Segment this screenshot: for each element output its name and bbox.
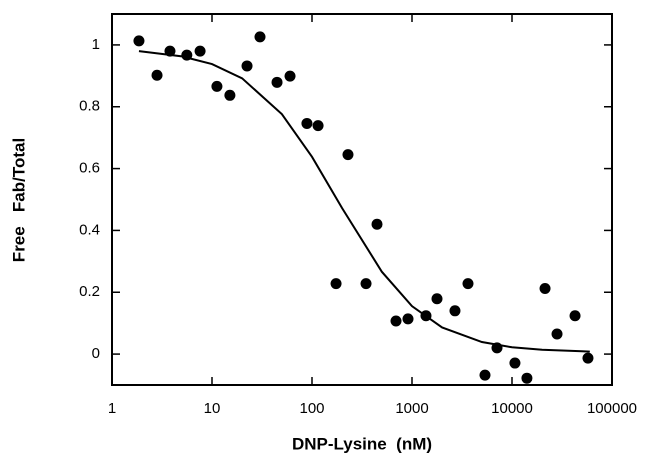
y-tick-label: 0.8 xyxy=(79,98,100,115)
x-tick-label: 10 xyxy=(204,400,221,417)
data-point xyxy=(569,310,581,322)
data-point xyxy=(284,70,296,82)
data-point xyxy=(312,120,324,132)
y-tick-label: 0.4 xyxy=(79,221,100,238)
data-point xyxy=(342,149,354,161)
data-point xyxy=(211,80,223,92)
data-point xyxy=(539,283,551,295)
data-point xyxy=(431,293,443,305)
y-axis-label: Free Fab/Total xyxy=(9,138,28,262)
data-point xyxy=(133,35,145,47)
data-point xyxy=(360,278,372,290)
y-tick-label: 1 xyxy=(92,36,100,53)
data-point xyxy=(479,369,491,381)
data-point xyxy=(551,328,563,340)
data-point xyxy=(330,278,342,290)
data-point xyxy=(194,45,206,57)
data-point xyxy=(402,313,414,325)
fit-curve xyxy=(138,50,590,353)
data-point xyxy=(390,315,402,327)
x-tick-label: 1 xyxy=(108,400,116,417)
x-tick-label: 100000 xyxy=(587,400,637,417)
data-point xyxy=(271,76,283,88)
data-point xyxy=(509,357,521,369)
data-point xyxy=(462,278,474,290)
x-tick-label: 100 xyxy=(299,400,324,417)
plot-frame xyxy=(111,13,613,386)
data-point xyxy=(582,352,594,364)
y-tick-label: 0.2 xyxy=(79,283,100,300)
x-axis-label: DNP-Lysine (nM) xyxy=(292,434,432,453)
data-point xyxy=(241,60,253,72)
data-point xyxy=(254,31,266,43)
data-point xyxy=(371,218,383,230)
x-tick-label: 1000 xyxy=(395,400,428,417)
data-point xyxy=(224,89,236,101)
data-point xyxy=(521,372,533,384)
data-point xyxy=(301,117,313,129)
y-tick-label: 0 xyxy=(92,345,100,362)
y-tick-label: 0.6 xyxy=(79,160,100,177)
data-point xyxy=(449,305,461,317)
x-tick-label: 10000 xyxy=(491,400,533,417)
data-point xyxy=(151,69,163,81)
